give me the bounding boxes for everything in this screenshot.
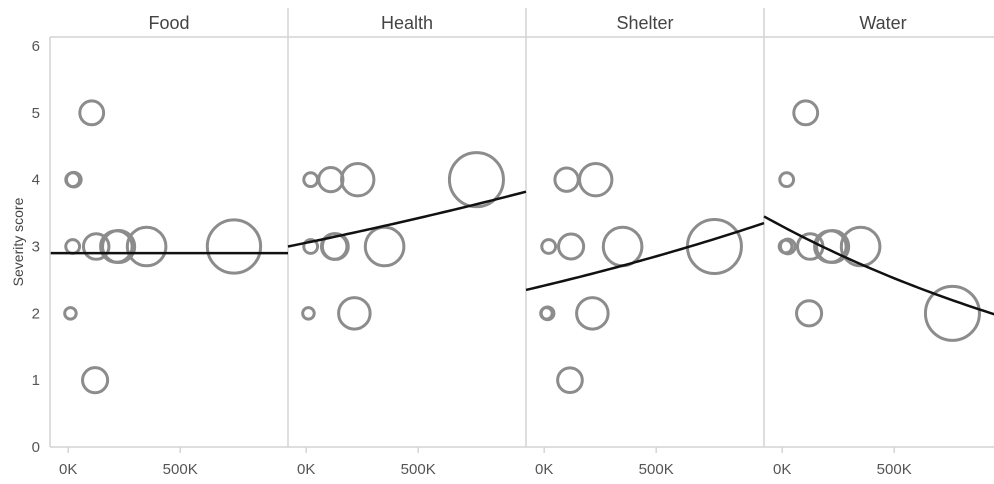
y-tick-label: 4 — [32, 172, 40, 189]
data-point — [337, 296, 372, 331]
data-point — [320, 232, 350, 261]
facet-title: Water — [859, 13, 906, 33]
trend-line — [763, 215, 994, 316]
trend-line — [287, 190, 527, 248]
x-tick-label: 0K — [297, 461, 315, 478]
data-point — [539, 305, 556, 322]
facet-title: Health — [381, 13, 433, 33]
data-point — [923, 284, 981, 342]
data-point — [101, 228, 137, 265]
data-point — [540, 238, 558, 255]
data-point — [302, 171, 320, 189]
data-point — [601, 225, 644, 268]
data-point — [81, 232, 111, 261]
data-point — [317, 166, 345, 194]
data-point — [792, 99, 820, 127]
data-point — [556, 366, 584, 395]
data-point — [447, 151, 505, 209]
trend-line — [525, 221, 765, 292]
data-point — [778, 237, 797, 256]
y-tick-label: 6 — [32, 38, 40, 55]
data-point — [63, 306, 78, 321]
y-axis-label: Severity score — [10, 197, 26, 286]
data-point — [64, 238, 82, 255]
data-point — [125, 225, 168, 268]
facet-food: Food 0K 500K — [50, 8, 289, 478]
data-point — [205, 218, 263, 275]
data-point — [685, 218, 743, 275]
facet-shelter: Shelter 0K 500K — [525, 8, 765, 478]
data-point — [839, 225, 882, 268]
data-point — [778, 171, 796, 189]
data-point — [301, 306, 316, 321]
data-point — [795, 299, 824, 328]
data-point — [815, 228, 851, 265]
facet-title: Shelter — [616, 13, 673, 33]
data-point — [78, 99, 106, 127]
data-point — [557, 232, 586, 261]
y-tick-label: 2 — [32, 305, 40, 322]
data-point — [575, 296, 610, 331]
y-tick-label: 5 — [32, 105, 40, 122]
facet-water: Water 0K 500K — [763, 13, 994, 478]
facet-health: Health 0K 500K — [287, 8, 527, 478]
data-point — [340, 161, 376, 198]
data-point — [81, 366, 110, 395]
facet-title: Food — [148, 13, 189, 33]
x-tick-label: 0K — [59, 461, 77, 478]
x-tick-label: 500K — [401, 461, 436, 478]
y-tick-label: 1 — [32, 372, 40, 389]
data-point — [302, 238, 320, 255]
x-tick-label: 500K — [877, 461, 912, 478]
y-tick-label: 0 — [32, 439, 40, 456]
x-tick-label: 0K — [773, 461, 791, 478]
x-tick-label: 500K — [163, 461, 198, 478]
x-tick-label: 500K — [639, 461, 674, 478]
data-point — [363, 225, 406, 268]
y-tick-label: 3 — [32, 239, 40, 256]
x-tick-label: 0K — [535, 461, 553, 478]
data-point — [578, 161, 614, 198]
data-point — [553, 166, 580, 193]
y-axis-ticks: 0 1 2 3 4 5 6 — [32, 38, 40, 456]
data-point — [64, 170, 83, 189]
